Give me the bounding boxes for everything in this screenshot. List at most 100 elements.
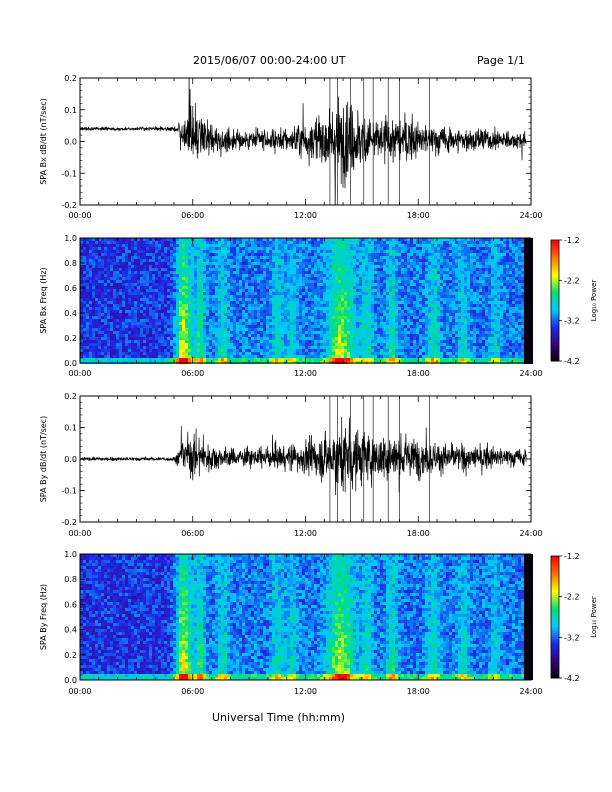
spectrogram-cell bbox=[401, 247, 404, 250]
spectrogram-cell bbox=[122, 301, 125, 304]
spectrogram-cell bbox=[296, 349, 299, 352]
spectrogram-cell bbox=[149, 265, 152, 268]
spectrogram-cell bbox=[98, 244, 101, 247]
spectrogram-cell bbox=[302, 265, 305, 268]
spectrogram-cell bbox=[167, 307, 170, 310]
spectrogram-cell bbox=[320, 238, 323, 241]
spectrogram-cell bbox=[311, 304, 314, 307]
spectrogram-cell bbox=[158, 241, 161, 244]
spectrogram-cell bbox=[314, 265, 317, 268]
spectrogram-cell bbox=[248, 346, 251, 349]
spectrogram-cell bbox=[419, 247, 422, 250]
spectrogram-cell bbox=[302, 310, 305, 313]
spectrogram-cell bbox=[359, 319, 362, 322]
spectrogram-cell bbox=[320, 304, 323, 307]
spectrogram-cell bbox=[122, 325, 125, 328]
spectrogram-cell bbox=[311, 247, 314, 250]
spectrogram-cell bbox=[335, 328, 338, 331]
spectrogram-cell bbox=[149, 244, 152, 247]
spectrogram-cell bbox=[365, 271, 368, 274]
spectrogram-cell bbox=[281, 313, 284, 316]
spectrogram-cell bbox=[236, 313, 239, 316]
spectrogram-cell bbox=[212, 301, 215, 304]
spectrogram-cell bbox=[263, 355, 266, 358]
spectrogram-cell bbox=[425, 271, 428, 274]
spectrogram-cell bbox=[374, 271, 377, 274]
spectrogram-cell bbox=[239, 277, 242, 280]
spectrogram-cell bbox=[128, 319, 131, 322]
spectrogram-cell bbox=[407, 289, 410, 292]
spectrogram-cell bbox=[89, 283, 92, 286]
spectrogram-cell bbox=[365, 340, 368, 343]
spectrogram-cell bbox=[137, 286, 140, 289]
spectrogram-cell bbox=[383, 265, 386, 268]
spectrogram-cell bbox=[320, 337, 323, 340]
spectrogram-cell bbox=[146, 283, 149, 286]
spectrogram-cell bbox=[299, 283, 302, 286]
spectrogram-cell bbox=[353, 274, 356, 277]
spectrogram-cell bbox=[164, 289, 167, 292]
spectrogram-cell bbox=[365, 268, 368, 271]
spectrogram-cell bbox=[272, 307, 275, 310]
spectrogram-cell bbox=[260, 340, 263, 343]
spectrogram-cell bbox=[101, 238, 104, 241]
spectrogram-cell bbox=[227, 286, 230, 289]
spectrogram-cell bbox=[224, 292, 227, 295]
spectrogram-cell bbox=[263, 316, 266, 319]
spectrogram-cell bbox=[221, 280, 224, 283]
spectrogram-cell bbox=[227, 283, 230, 286]
spectrogram-cell bbox=[290, 325, 293, 328]
spectrogram-cell bbox=[209, 253, 212, 256]
spectrogram-cell bbox=[332, 298, 335, 301]
spectrogram-cell bbox=[296, 274, 299, 277]
spectrogram-cell bbox=[404, 319, 407, 322]
spectrogram-cell bbox=[116, 265, 119, 268]
spectrogram-cell bbox=[164, 316, 167, 319]
spectrogram-cell bbox=[131, 241, 134, 244]
spectrogram-cell bbox=[410, 325, 413, 328]
spectrogram-cell bbox=[227, 256, 230, 259]
spectrogram-cell bbox=[422, 292, 425, 295]
spectrogram-cell bbox=[302, 277, 305, 280]
spectrogram-cell bbox=[392, 286, 395, 289]
spectrogram-cell bbox=[410, 298, 413, 301]
spectrogram-cell bbox=[203, 301, 206, 304]
spectrogram-cell bbox=[365, 274, 368, 277]
spectrogram-cell bbox=[362, 295, 365, 298]
spectrogram-cell bbox=[101, 253, 104, 256]
spectrogram-cell bbox=[347, 280, 350, 283]
spectrogram-cell bbox=[212, 328, 215, 331]
spectrogram-cell bbox=[257, 241, 260, 244]
spectrogram-cell bbox=[290, 310, 293, 313]
spectrogram-cell bbox=[311, 289, 314, 292]
spectrogram-cell bbox=[236, 292, 239, 295]
spectrogram-cell bbox=[92, 292, 95, 295]
spectrogram-cell bbox=[176, 343, 179, 346]
spectrogram-cell bbox=[173, 319, 176, 322]
spectrogram-cell bbox=[350, 328, 353, 331]
spectrogram-cell bbox=[134, 334, 137, 337]
spectrogram-cell bbox=[266, 268, 269, 271]
spectrogram-cell bbox=[314, 298, 317, 301]
spectrogram-cell bbox=[236, 295, 239, 298]
spectrogram-cell bbox=[254, 271, 257, 274]
spectrogram-cell bbox=[86, 322, 89, 325]
spectrogram-cell bbox=[335, 331, 338, 334]
spectrogram-cell bbox=[188, 259, 191, 262]
spectrogram-cell bbox=[146, 247, 149, 250]
spectrogram-cell bbox=[128, 268, 131, 271]
spectrogram-cell bbox=[173, 238, 176, 241]
spectrogram-cell bbox=[152, 334, 155, 337]
spectrogram-cell bbox=[311, 280, 314, 283]
spectrogram-cell bbox=[386, 286, 389, 289]
spectrogram-cell bbox=[401, 316, 404, 319]
spectrogram-cell bbox=[341, 247, 344, 250]
spectrogram-cell bbox=[188, 325, 191, 328]
spectrogram-cell bbox=[287, 301, 290, 304]
spectrogram-cell bbox=[122, 304, 125, 307]
spectrogram-cell bbox=[227, 277, 230, 280]
spectrogram-cell bbox=[137, 325, 140, 328]
spectrogram-cell bbox=[107, 241, 110, 244]
spectrogram-cell bbox=[362, 349, 365, 352]
spectrogram-cell bbox=[137, 265, 140, 268]
